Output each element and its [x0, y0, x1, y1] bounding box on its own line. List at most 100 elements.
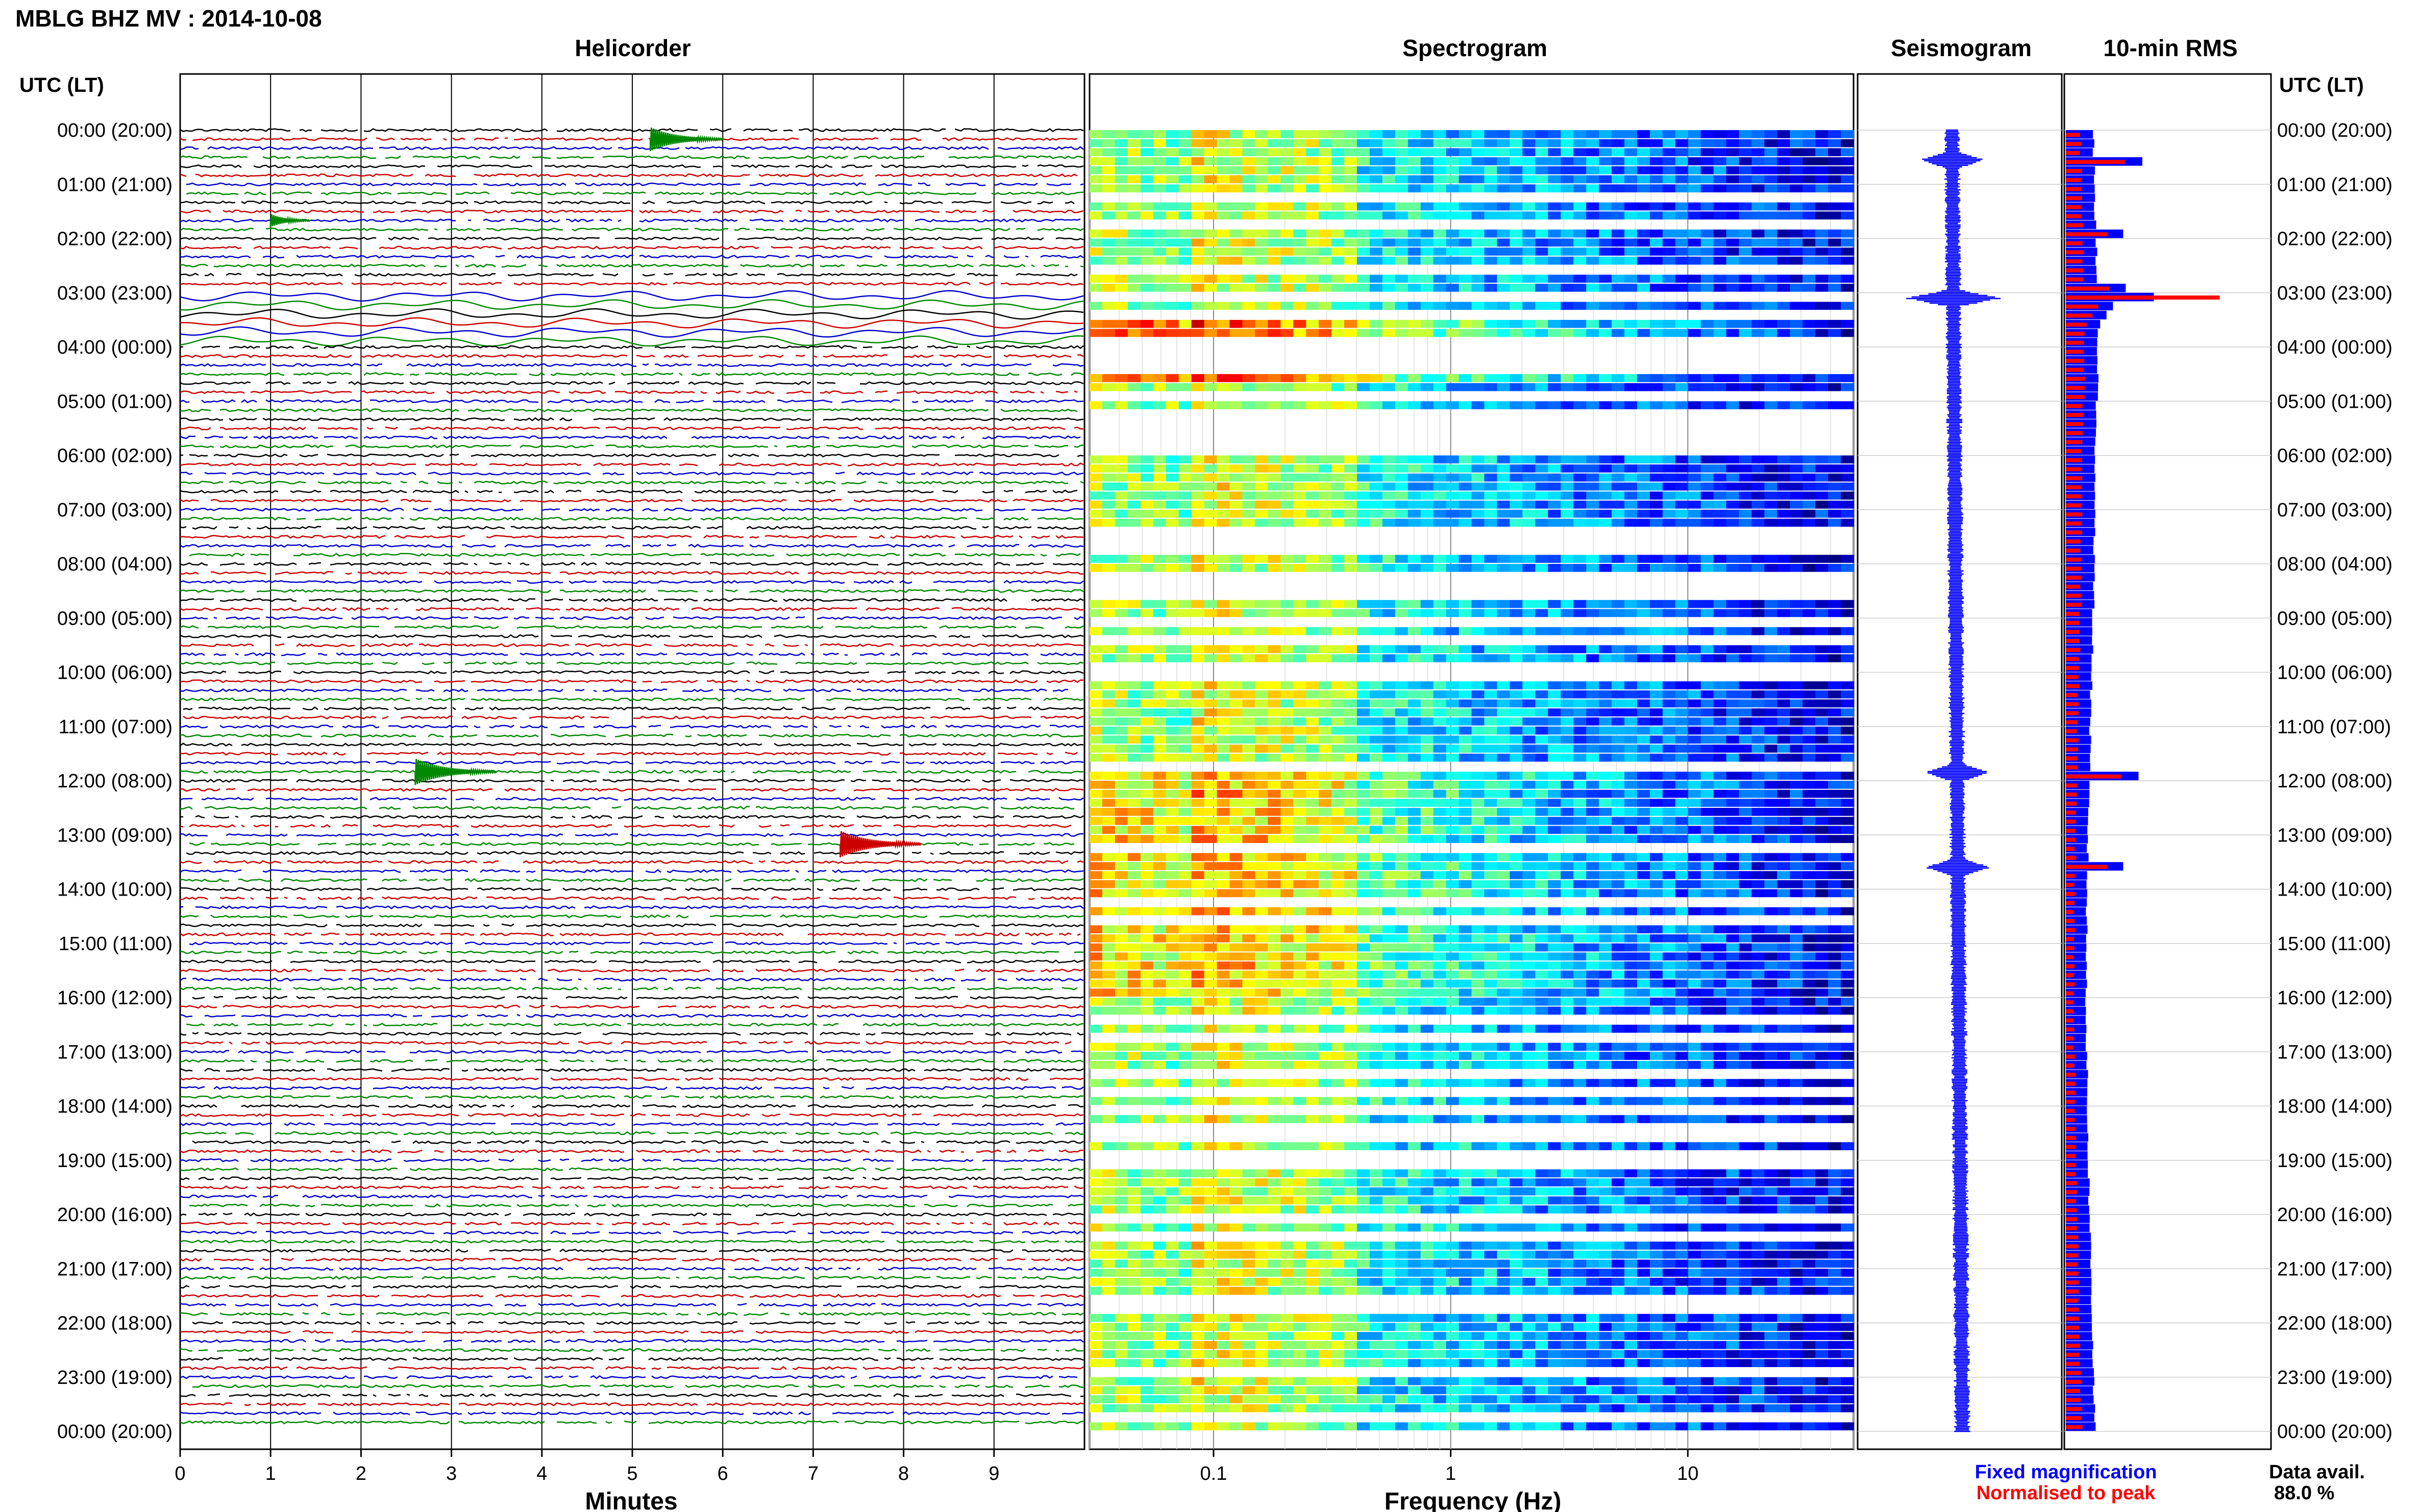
spectrogram-cell	[1739, 925, 1752, 933]
spectrogram-cell	[1344, 302, 1357, 310]
spectrogram-cell	[1637, 609, 1650, 617]
spectrogram-cell	[1637, 564, 1650, 572]
spectrogram-cell	[1790, 645, 1803, 654]
spectrogram-cell	[1599, 816, 1612, 825]
spectrogram-cell	[1204, 943, 1218, 952]
spectrogram-cell	[1611, 166, 1625, 175]
spectrogram-cell	[1382, 699, 1396, 708]
spectrogram-cell	[1420, 826, 1434, 834]
spectrogram-cell	[1777, 383, 1790, 391]
spectrogram-cell	[1599, 799, 1612, 807]
spectrogram-cell	[1649, 184, 1663, 192]
spectrogram-cell	[1510, 600, 1523, 608]
spectrogram-cell	[1102, 555, 1116, 563]
spectrogram-cell	[1153, 835, 1167, 843]
spectrogram-cell	[1140, 256, 1154, 265]
spectrogram-cell	[1815, 166, 1829, 175]
spectrogram-cell	[1611, 302, 1625, 310]
spectrogram-cell	[1573, 781, 1587, 789]
spectrogram-cell	[1102, 302, 1116, 310]
spectrogram-cell	[1522, 1079, 1536, 1087]
spectrogram-cell	[1497, 1052, 1510, 1060]
spectrogram-cell	[1510, 374, 1523, 382]
spectrogram-cell	[1268, 808, 1281, 816]
spectrogram-cell	[1700, 229, 1714, 238]
helicorder-trace	[180, 1131, 1084, 1135]
spectrogram-cell	[1204, 319, 1218, 328]
spectrogram-cell	[1090, 889, 1103, 898]
spectrogram-cell	[1573, 238, 1587, 247]
spectrogram-cell	[1815, 816, 1829, 825]
spectrogram-cell	[1344, 979, 1357, 988]
spectrogram-cell	[1675, 509, 1689, 518]
spectrogram-cell	[1433, 988, 1447, 997]
spectrogram-cell	[1471, 229, 1485, 238]
spectrogram-cell	[1293, 455, 1306, 464]
spectrogram-cell	[1446, 726, 1460, 735]
spectrogram-cell	[1611, 130, 1625, 138]
spectrogram-cell	[1624, 970, 1638, 979]
spectrogram-cell	[1637, 1052, 1650, 1060]
spectrogram-cell	[1688, 1079, 1701, 1087]
spectrogram-cell	[1688, 1169, 1701, 1178]
helicorder-trace	[189, 941, 1084, 946]
spectrogram-cell	[1229, 238, 1243, 247]
spectrogram-cell	[1191, 1043, 1205, 1051]
helicorder-trace	[180, 751, 1078, 756]
spectrogram-cell	[1548, 564, 1561, 572]
spectrogram-cell	[1446, 880, 1460, 888]
spectrogram-cell	[1115, 482, 1128, 491]
spectrogram-cell	[1178, 681, 1192, 689]
spectrogram-cell	[1140, 1025, 1154, 1033]
spectrogram-cell	[1611, 745, 1625, 753]
helicorder-trace	[180, 534, 1084, 539]
spectrogram-cell	[1675, 889, 1689, 898]
spectrogram-cell	[1726, 645, 1740, 654]
spectrogram-cell	[1726, 745, 1740, 753]
spectrogram-cell	[1217, 383, 1230, 391]
spectrogram-cell	[1217, 871, 1230, 879]
spectrogram-cell	[1662, 1115, 1676, 1123]
spectrogram-cell	[1420, 148, 1434, 157]
spectrogram-cell	[1790, 401, 1803, 409]
spectrogram-cell	[1624, 600, 1638, 608]
spectrogram-cell	[1369, 1025, 1383, 1033]
spectrogram-cell	[1739, 284, 1752, 292]
spectrogram-cell	[1751, 835, 1765, 843]
spectrogram-cell	[1790, 961, 1803, 970]
spectrogram-cell	[1191, 1061, 1205, 1069]
spectrogram-cell	[1280, 970, 1294, 979]
spectrogram-cell	[1548, 374, 1561, 382]
spectrogram-cell	[1700, 555, 1714, 563]
spectrogram-cell	[1790, 880, 1803, 888]
spectrogram-cell	[1764, 600, 1778, 608]
spectrogram-cell	[1268, 555, 1281, 563]
spectrogram-cell	[1471, 1061, 1485, 1069]
spectrogram-cell	[1586, 1061, 1599, 1069]
spectrogram-cell	[1242, 1115, 1255, 1123]
spectrogram-cell	[1624, 247, 1638, 256]
spectrogram-cell	[1408, 943, 1421, 952]
spectrogram-cell	[1242, 1178, 1255, 1186]
spectrogram-cell	[1764, 1097, 1778, 1105]
spectrogram-cell	[1497, 717, 1510, 726]
spectrogram-cell	[1178, 970, 1192, 979]
spectrogram-cell	[1420, 934, 1434, 943]
spectrogram-cell	[1790, 998, 1803, 1006]
spectrogram-cell	[1561, 1025, 1574, 1033]
spectrogram-cell	[1090, 275, 1103, 283]
spectrogram-cell	[1637, 1079, 1650, 1087]
spectrogram-cell	[1649, 600, 1663, 608]
spectrogram-cell	[1803, 1006, 1816, 1015]
spectrogram-cell	[1153, 509, 1167, 518]
spectrogram-cell	[1242, 157, 1255, 165]
spectrogram-cell	[1217, 247, 1230, 256]
spectrogram-cell	[1561, 826, 1574, 834]
spectrogram-cell	[1484, 1115, 1497, 1123]
spectrogram-cell	[1739, 1061, 1752, 1069]
spectrogram-cell	[1586, 211, 1599, 220]
helicorder-trace	[180, 263, 1084, 268]
spectrogram-cell	[1153, 772, 1167, 780]
spectrogram-cell	[1764, 1115, 1778, 1123]
spectrogram-cell	[1459, 1142, 1472, 1150]
